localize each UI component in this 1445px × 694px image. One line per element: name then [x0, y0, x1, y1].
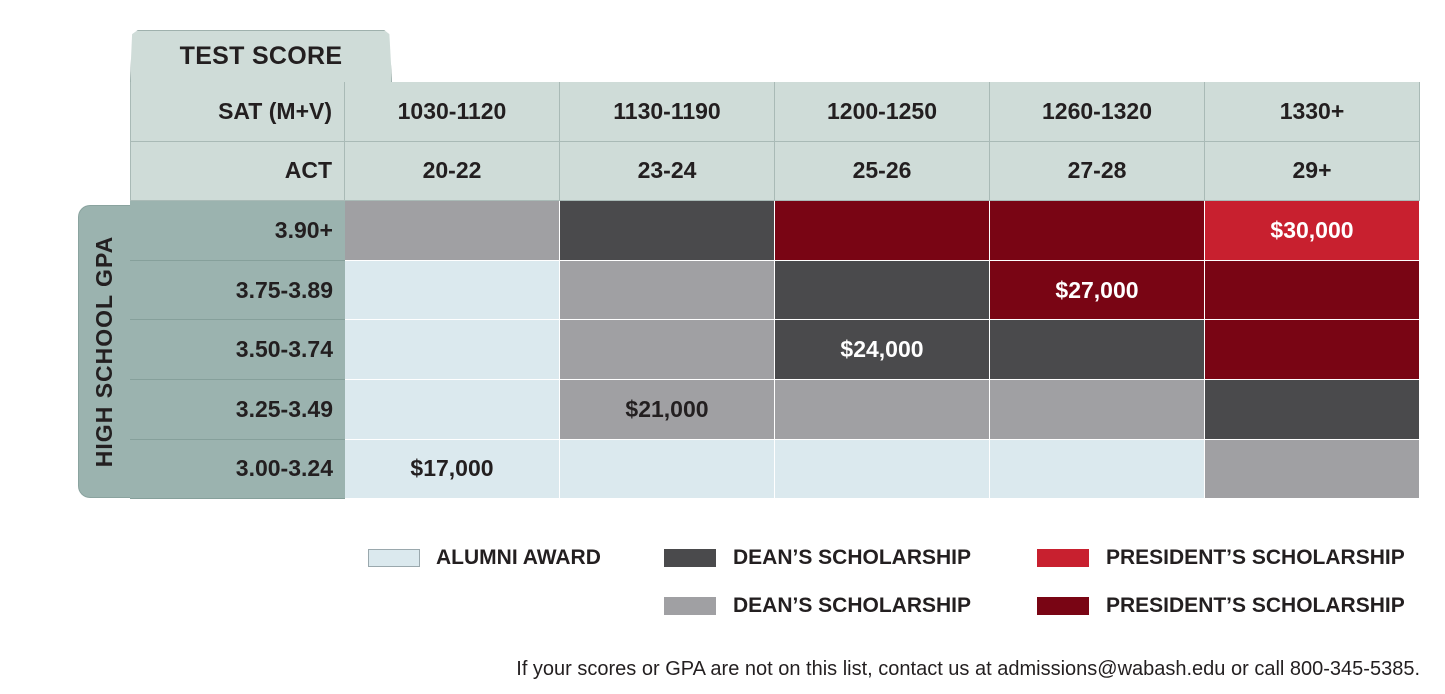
legend-label: DEAN’S SCHOLARSHIP: [733, 546, 972, 569]
gpa-row-label: 3.90+: [130, 201, 345, 261]
gpa-title: HIGH SCHOOL GPA: [91, 235, 118, 468]
header-cell: 1030-1120: [345, 82, 560, 142]
header-cell: 20-22: [345, 141, 560, 202]
award-cell: [1205, 260, 1420, 321]
legend-swatch: [664, 549, 716, 567]
legend-swatch: [1037, 549, 1089, 567]
award-cell: [1205, 380, 1420, 440]
award-cell: $17,000: [345, 439, 560, 500]
award-cell: [345, 201, 560, 261]
legend-label: PRESIDENT’S SCHOLARSHIP: [1106, 546, 1405, 569]
award-cell: [1205, 320, 1420, 380]
legend-swatch: [664, 597, 716, 615]
award-cell: [775, 201, 990, 261]
gpa-title-wrap: HIGH SCHOOL GPA: [78, 205, 132, 498]
award-cell: $30,000: [1205, 201, 1420, 261]
header-cell: 27-28: [990, 141, 1205, 202]
award-cell: [560, 320, 775, 380]
award-cell: [345, 320, 560, 380]
header-cell: 23-24: [560, 141, 775, 202]
award-cell: [775, 260, 990, 321]
test-score-tab: [130, 30, 392, 82]
legend-swatch: [1037, 597, 1089, 615]
contact-footnote: If your scores or GPA are not on this li…: [516, 658, 1420, 680]
award-cell: [345, 260, 560, 321]
award-cell: [990, 380, 1205, 440]
header-row-label: SAT (M+V): [130, 82, 345, 142]
gpa-row-label: 3.00-3.24: [130, 439, 345, 500]
header-cell: 1130-1190: [560, 82, 775, 142]
legend-label: ALUMNI AWARD: [436, 546, 601, 569]
header-cell: 25-26: [775, 141, 990, 202]
award-cell: [1205, 439, 1420, 500]
award-cell: [560, 201, 775, 261]
gpa-row-label: 3.25-3.49: [130, 380, 345, 440]
legend-label: DEAN’S SCHOLARSHIP: [733, 594, 972, 617]
legend-label: PRESIDENT’S SCHOLARSHIP: [1106, 594, 1405, 617]
header-row-label: ACT: [130, 141, 345, 202]
header-cell: 1200-1250: [775, 82, 990, 142]
award-cell: [990, 320, 1205, 380]
award-cell: $21,000: [560, 380, 775, 440]
header-cell: 1330+: [1205, 82, 1420, 142]
gpa-tab: [78, 205, 132, 498]
gpa-row-label: 3.75-3.89: [130, 260, 345, 321]
gpa-row-label: 3.50-3.74: [130, 320, 345, 380]
award-cell: [775, 380, 990, 440]
award-cell: [345, 380, 560, 440]
award-cell: $24,000: [775, 320, 990, 380]
award-cell: [775, 439, 990, 500]
award-cell: [990, 201, 1205, 261]
legend-swatch: [368, 549, 420, 567]
test-score-title: TEST SCORE: [179, 41, 343, 70]
award-cell: [560, 439, 775, 500]
header-cell: 1260-1320: [990, 82, 1205, 142]
award-cell: [990, 439, 1205, 500]
award-cell: $27,000: [990, 260, 1205, 321]
header-cell: 29+: [1205, 141, 1420, 202]
award-cell: [560, 260, 775, 321]
